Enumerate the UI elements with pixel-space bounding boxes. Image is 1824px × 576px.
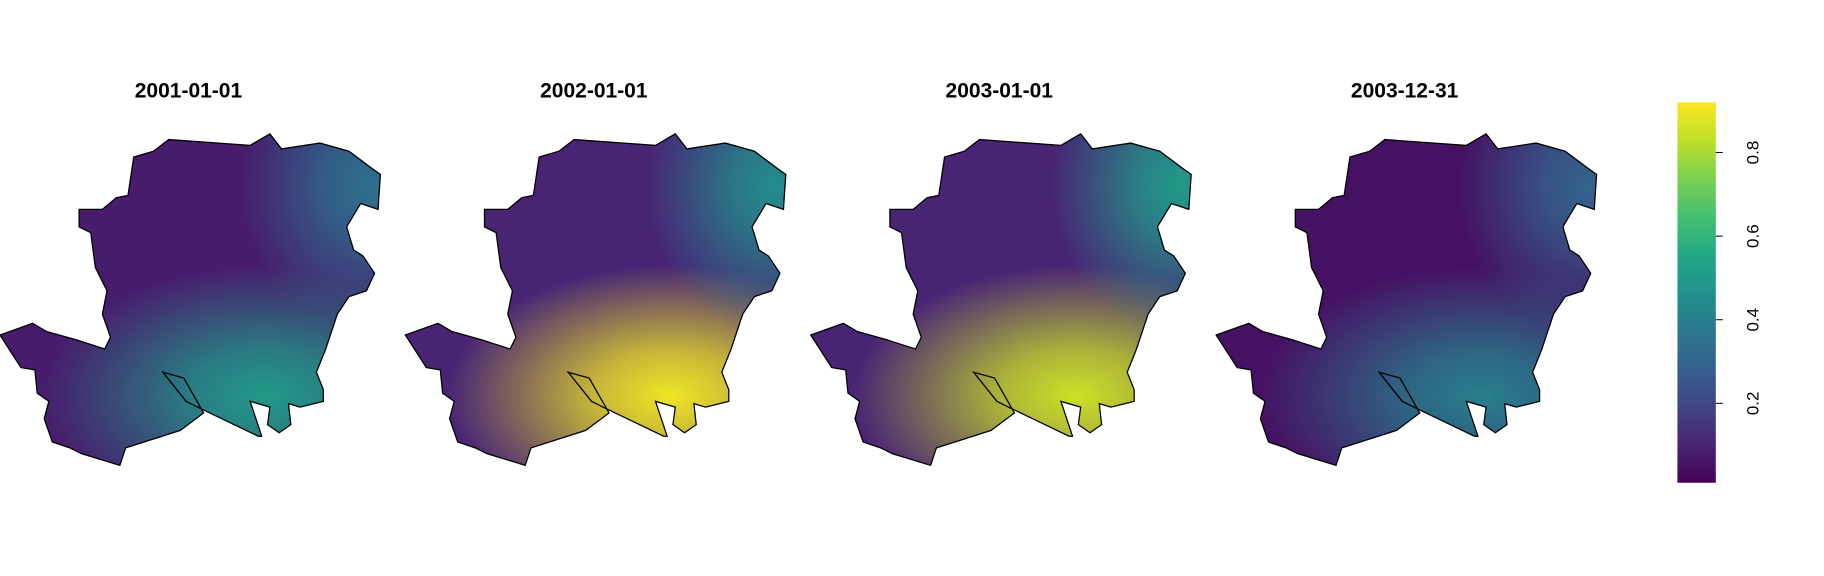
panel-title: 2003-01-01	[946, 80, 1054, 103]
hotspot	[1050, 133, 1192, 336]
hotspot	[852, 265, 1192, 466]
hotspot	[447, 265, 786, 466]
panel-title: 2002-01-01	[540, 80, 648, 103]
map-panel	[1215, 132, 1598, 467]
panel-title: 2001-01-01	[135, 80, 243, 103]
hotspot	[1455, 133, 1597, 336]
map-panel	[0, 132, 382, 467]
map-panel	[809, 132, 1192, 467]
outline	[1215, 132, 1598, 467]
tick-label: 0.8	[1744, 141, 1763, 165]
tick-label: 0.4	[1744, 308, 1763, 332]
tick-label: 0.2	[1744, 392, 1763, 416]
hotspot	[239, 133, 381, 336]
panel-title: 2003-12-31	[1351, 80, 1459, 103]
map-panel	[404, 132, 787, 467]
outline	[809, 132, 1192, 467]
hotspot	[1258, 265, 1597, 466]
hotspot	[41, 265, 381, 466]
outline	[404, 132, 787, 467]
tick-label: 0.6	[1744, 224, 1763, 248]
colorbar	[1677, 102, 1716, 483]
hotspot	[645, 133, 786, 336]
outline	[0, 132, 382, 467]
